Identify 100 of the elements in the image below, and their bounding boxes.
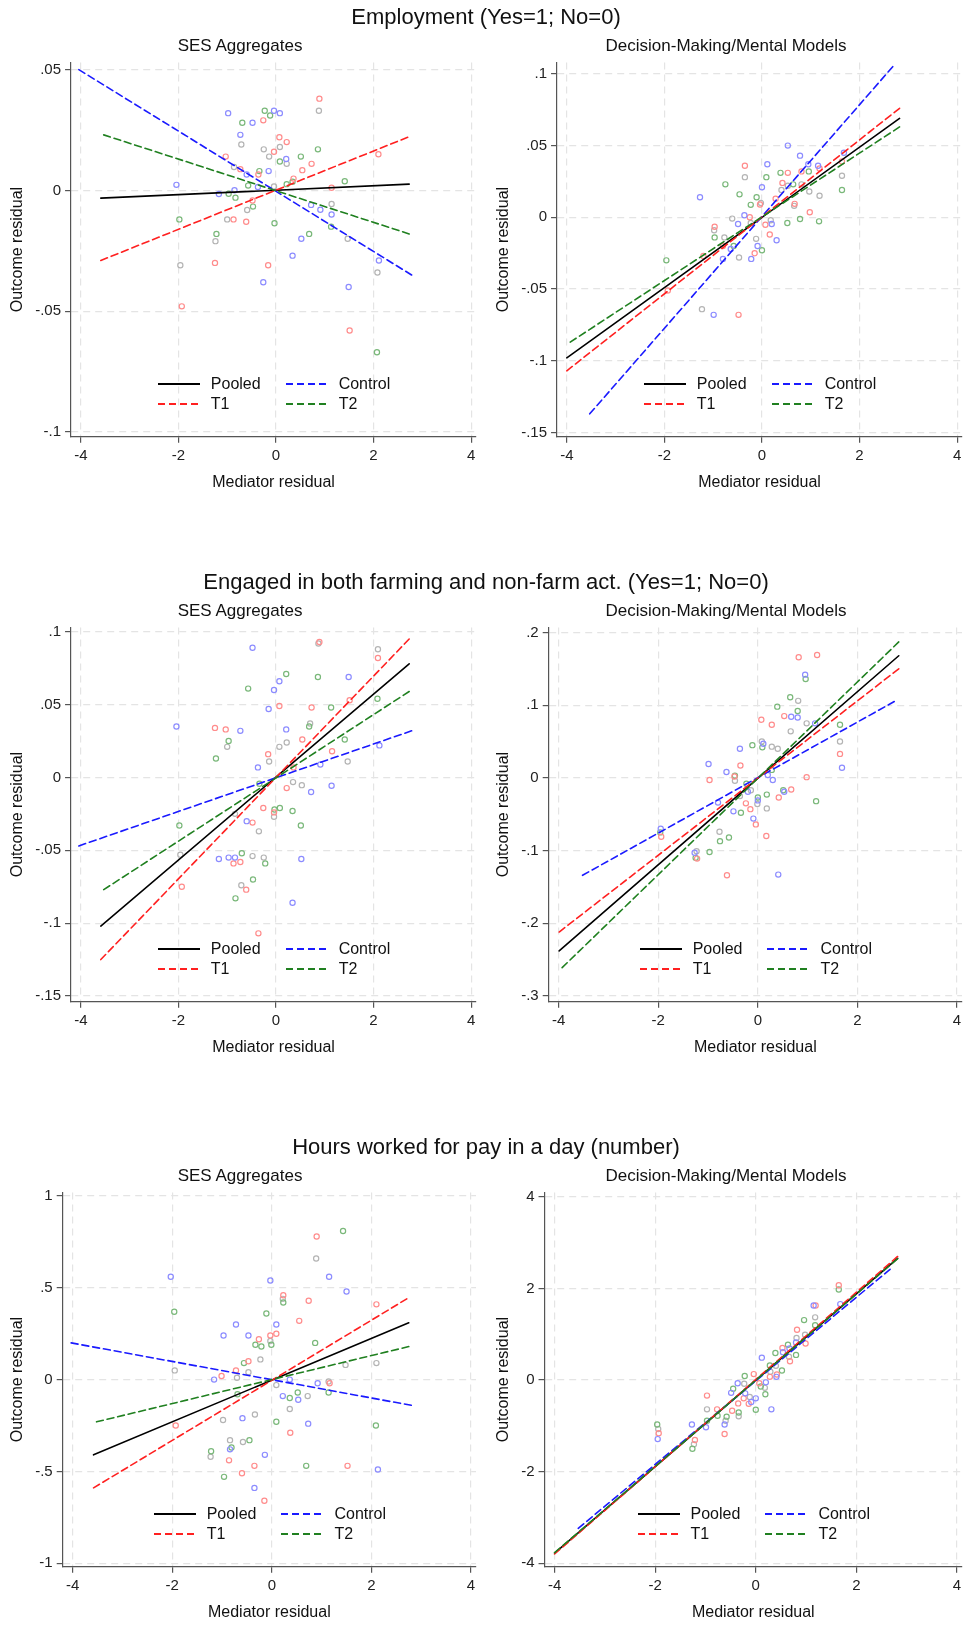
y-tick-label: -.2 — [521, 913, 539, 931]
x-tick-label: 4 — [466, 1010, 476, 1028]
x-tick-label: -2 — [657, 445, 672, 463]
x-tick-label: 0 — [267, 1575, 277, 1593]
chart-subtitle: Decision-Making/Mental Models — [605, 600, 847, 620]
x-tick-label: 2 — [369, 1010, 378, 1028]
x-tick-label: 4 — [952, 1575, 962, 1593]
y-tick-label: -.1 — [521, 840, 539, 858]
x-tick-label: 2 — [855, 445, 864, 463]
legend-label: T1 — [210, 394, 230, 413]
y-tick-label: -.1 — [43, 422, 62, 440]
x-tick-label: -2 — [651, 1010, 665, 1028]
y-tick-label: -.3 — [521, 986, 539, 1004]
legend-label: T2 — [338, 959, 358, 978]
x-tick-label: 4 — [466, 445, 476, 463]
legend-label: Pooled — [696, 374, 747, 393]
y-tick-label: .1 — [526, 695, 539, 713]
x-axis-title: Mediator residual — [212, 1037, 335, 1055]
y-tick-label: -.1 — [43, 913, 62, 931]
legend-label: Control — [338, 374, 391, 393]
y-tick-label: .05 — [40, 59, 62, 77]
x-tick-label: 0 — [757, 445, 767, 463]
legend-label: T2 — [334, 1524, 354, 1543]
x-tick-label: 0 — [271, 445, 281, 463]
x-tick-label: 4 — [952, 1010, 962, 1028]
legend-label: Pooled — [206, 1504, 257, 1523]
x-tick-label: 2 — [369, 445, 378, 463]
x-axis-title: Mediator residual — [212, 472, 335, 490]
y-tick-label: -.5 — [35, 1461, 53, 1479]
x-tick-label: 2 — [852, 1575, 861, 1593]
y-tick-label: 2 — [526, 1278, 535, 1296]
legend-label: T1 — [206, 1524, 226, 1543]
y-tick-label: -1 — [39, 1553, 53, 1571]
x-tick-label: -2 — [171, 445, 186, 463]
y-tick-label: -2 — [521, 1461, 535, 1479]
y-tick-label: .05 — [40, 694, 62, 712]
legend-label: Pooled — [210, 374, 261, 393]
chart-title: Hours worked for pay in a day (number) — [292, 1134, 680, 1160]
x-tick-label: 0 — [753, 1010, 763, 1028]
x-tick-label: 2 — [853, 1010, 862, 1028]
y-axis-title: Outcome residual — [8, 1316, 26, 1443]
y-axis-title: Outcome residual — [494, 186, 512, 313]
legend-label: T2 — [818, 1524, 838, 1543]
y-axis-title: Outcome residual — [8, 751, 26, 878]
chart-subtitle: SES Aggregates — [177, 600, 303, 620]
x-tick-label: -2 — [648, 1575, 662, 1593]
legend-label: Control — [824, 374, 877, 393]
chart-title: Engaged in both farming and non-farm act. (Yes=1; No=0) — [203, 569, 769, 595]
y-tick-label: .05 — [526, 135, 548, 153]
x-tick-label: 2 — [367, 1575, 376, 1593]
y-axis-title: Outcome residual — [494, 1316, 512, 1443]
y-axis-title: Outcome residual — [494, 751, 512, 878]
y-tick-label: .1 — [48, 621, 62, 639]
y-tick-label: .5 — [40, 1277, 53, 1295]
y-tick-label: 0 — [538, 207, 548, 225]
y-tick-label: -.15 — [35, 986, 62, 1004]
y-tick-label: -4 — [521, 1553, 535, 1571]
y-tick-label: -.1 — [529, 350, 548, 368]
legend-label: Control — [820, 939, 873, 958]
y-tick-label: 0 — [44, 1369, 53, 1387]
y-axis-title: Outcome residual — [8, 186, 26, 313]
x-tick-label: -4 — [551, 1010, 566, 1028]
y-tick-label: 4 — [526, 1187, 535, 1205]
legend-label: T1 — [210, 959, 230, 978]
legend-label: T2 — [824, 394, 844, 413]
x-tick-label: -4 — [74, 445, 88, 463]
chart-subtitle: Decision-Making/Mental Models — [605, 1165, 847, 1185]
x-axis-title: Mediator residual — [698, 472, 821, 490]
x-tick-label: -2 — [165, 1575, 179, 1593]
legend-label: T1 — [692, 959, 712, 978]
chart-subtitle: Decision-Making/Mental Models — [605, 35, 847, 55]
y-tick-label: 0 — [530, 768, 539, 786]
x-axis-title: Mediator residual — [693, 1037, 817, 1055]
chart-subtitle: SES Aggregates — [177, 35, 303, 55]
x-tick-label: -4 — [547, 1575, 562, 1593]
y-tick-label: 0 — [526, 1370, 535, 1388]
x-tick-label: -2 — [171, 1010, 186, 1028]
x-tick-label: -4 — [560, 445, 574, 463]
y-tick-label: -.15 — [521, 422, 548, 440]
legend-label: Pooled — [692, 939, 743, 958]
y-tick-label: .2 — [526, 622, 539, 640]
legend-label: T2 — [820, 959, 840, 978]
y-tick-label: 0 — [52, 180, 62, 198]
x-axis-title: Mediator residual — [691, 1602, 815, 1620]
chart-subtitle: SES Aggregates — [177, 1165, 303, 1185]
x-tick-label: 0 — [271, 1010, 281, 1028]
legend-label: Control — [338, 939, 391, 958]
legend-label: T1 — [696, 394, 716, 413]
y-tick-label: -.05 — [35, 301, 62, 319]
y-tick-label: -.05 — [35, 840, 62, 858]
y-tick-label: .1 — [534, 64, 548, 82]
legend-label: Pooled — [690, 1504, 741, 1523]
legend-label: Control — [334, 1504, 387, 1523]
y-tick-label: -.05 — [521, 279, 548, 297]
x-axis-title: Mediator residual — [207, 1602, 331, 1620]
y-tick-label: 0 — [52, 767, 62, 785]
legend-label: T1 — [690, 1524, 710, 1543]
x-tick-label: 0 — [751, 1575, 760, 1593]
x-tick-label: 4 — [466, 1575, 476, 1593]
legend-label: Pooled — [210, 939, 261, 958]
